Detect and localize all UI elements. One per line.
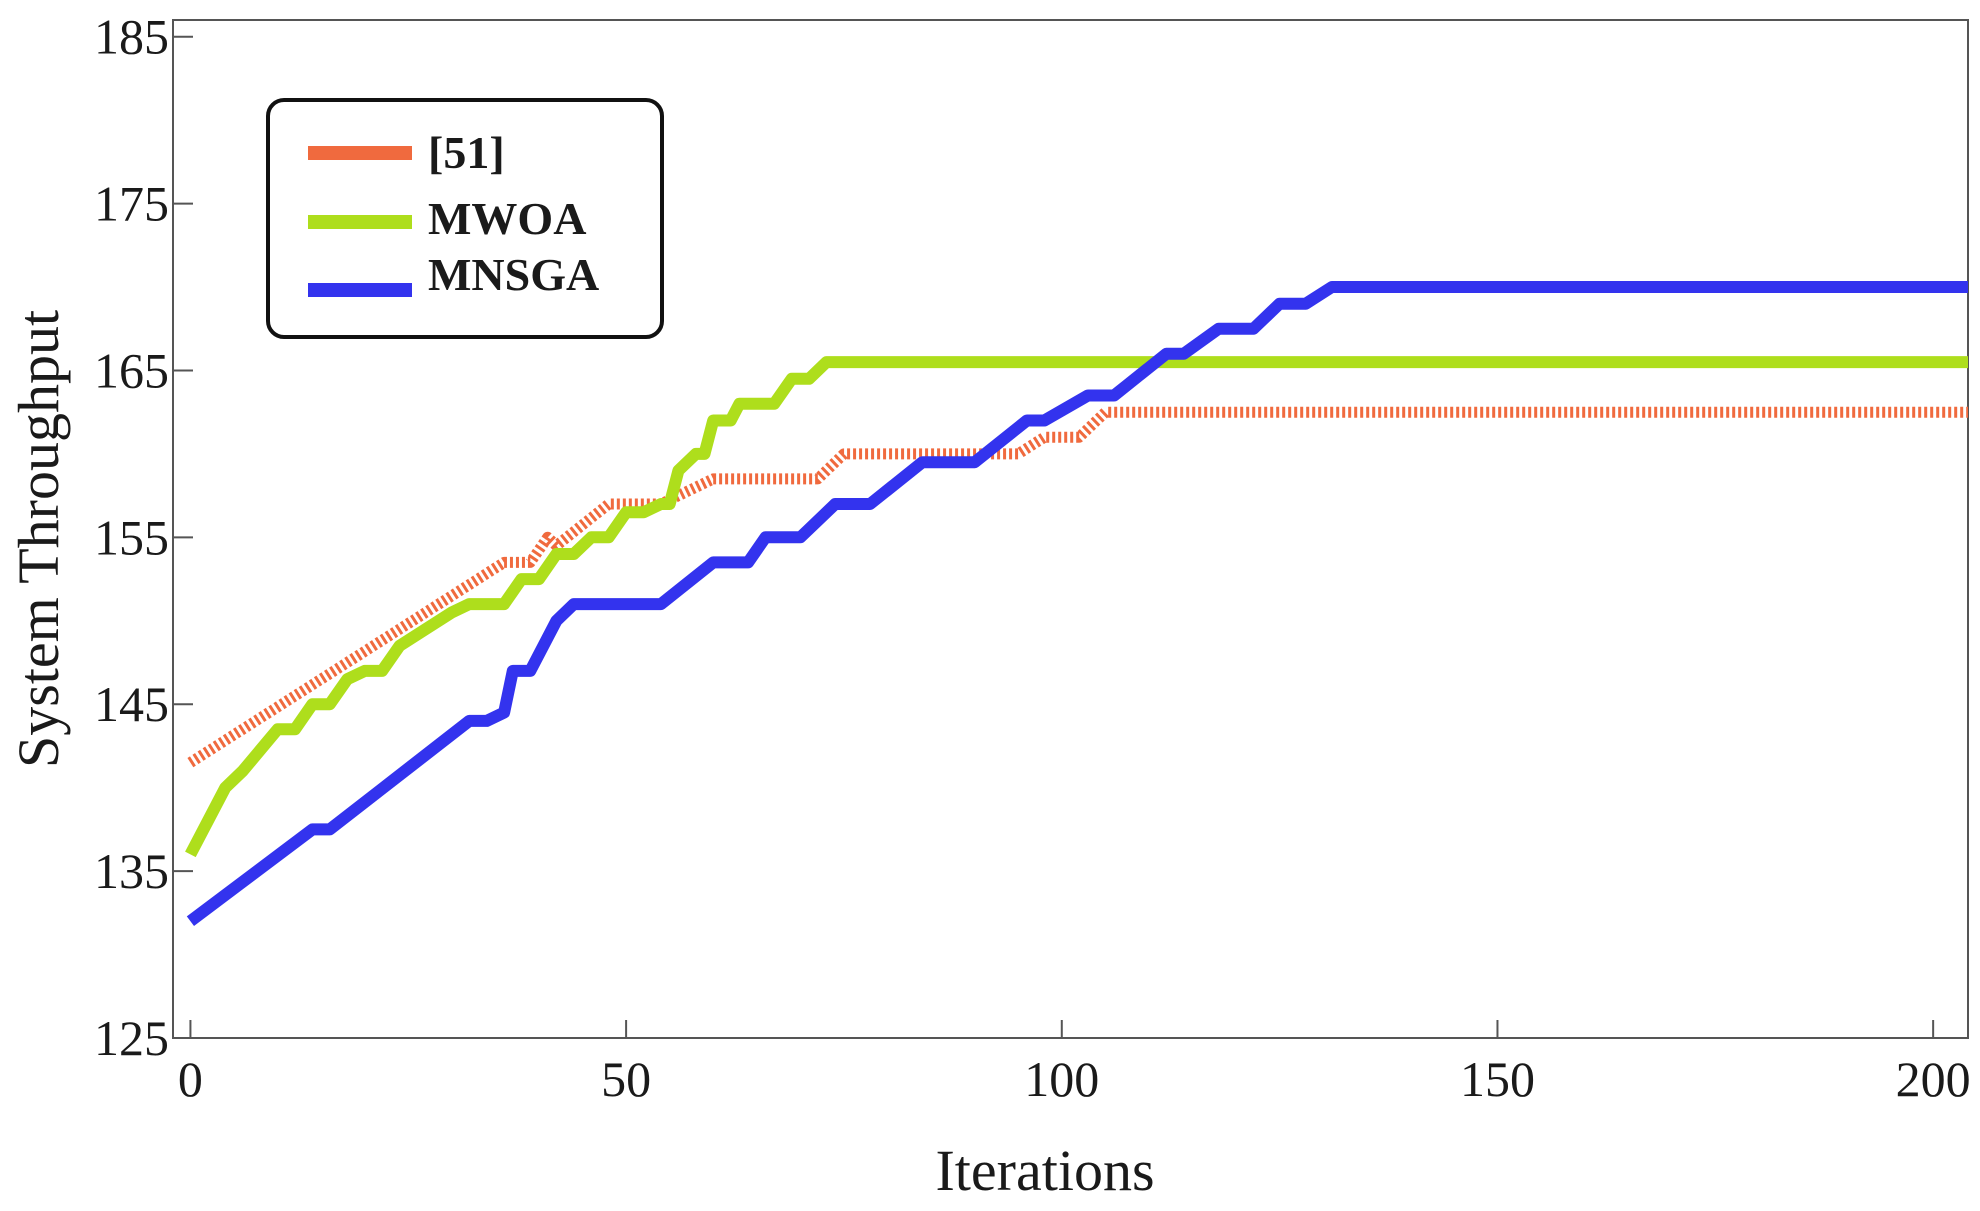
y-tick-label: 145 — [94, 676, 169, 732]
x-tick-label: 100 — [1024, 1051, 1099, 1107]
y-tick-label: 155 — [94, 509, 169, 565]
x-axis-title: Iterations — [935, 1138, 1154, 1203]
axis-ticks: 0 50 100 150 200 125 135 145 155 165 175 185 — [94, 9, 1971, 1107]
series-line-2 — [186, 281, 1968, 926]
x-tick-label: 200 — [1896, 1051, 1971, 1107]
legend: [51] MWOA MNSGA — [266, 98, 664, 339]
x-tick-label: 0 — [178, 1051, 203, 1107]
y-tick-label: 125 — [94, 1010, 169, 1066]
series-line-1 — [185, 356, 1968, 858]
x-tick-label: 150 — [1460, 1051, 1535, 1107]
legend-label-mnsga: MNSGA — [428, 249, 599, 300]
y-tick-label: 135 — [94, 843, 169, 899]
y-tick-label: 185 — [94, 9, 169, 65]
y-tick-label: 165 — [94, 342, 169, 398]
x-tick-label: 50 — [601, 1051, 651, 1107]
y-axis-title: System Throughput — [6, 310, 71, 768]
y-tick-label: 175 — [94, 176, 169, 232]
legend-label-mwoa: MWOA — [428, 193, 586, 244]
series-lines — [185, 281, 1968, 926]
series-line-0 — [187, 406, 1968, 768]
legend-label-ref51: [51] — [428, 127, 505, 178]
